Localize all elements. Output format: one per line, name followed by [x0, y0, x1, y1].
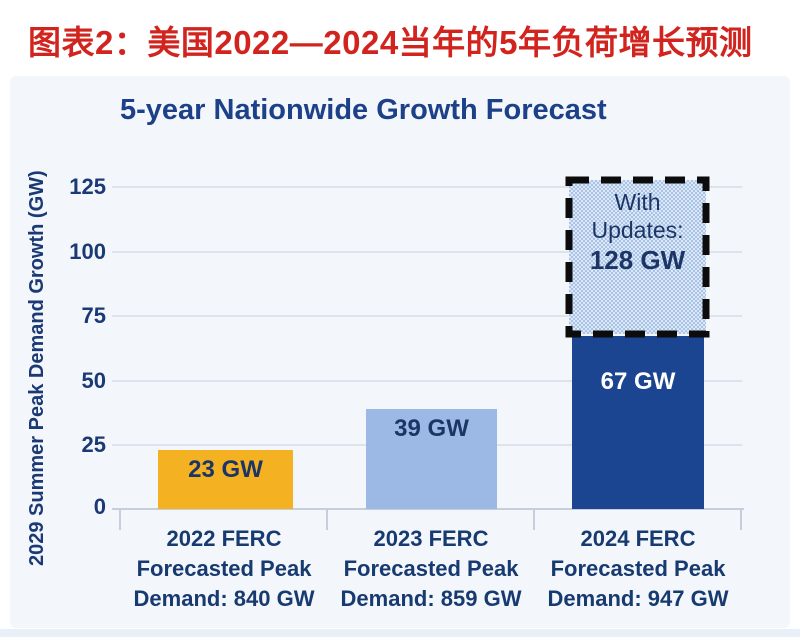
x-axis-tick: [533, 508, 535, 530]
category-label-2022: 2022 FERC Forecasted Peak Demand: 840 GW: [118, 524, 330, 614]
updates-line-2: Updates:: [591, 217, 684, 243]
category-2022-line2: Forecasted Peak: [136, 556, 312, 581]
chart-title: 5-year Nationwide Growth Forecast: [120, 94, 607, 126]
updates-dashed-box: [565, 176, 710, 338]
x-axis-tick: [119, 508, 121, 530]
category-2024-line1: 2024 FERC: [580, 526, 696, 551]
y-tick-label: 0: [93, 494, 106, 519]
bar-2022-value-label: 23 GW: [188, 456, 263, 483]
category-2022-line1: 2022 FERC: [166, 526, 282, 551]
bar-2023-forecast: 39 GW: [366, 409, 497, 509]
bar-2024-value-label: 67 GW: [600, 368, 676, 395]
y-tick-label: 125: [69, 174, 106, 199]
category-2023-line3: Demand: 859 GW: [340, 586, 522, 611]
category-2022-line3: Demand: 840 GW: [133, 586, 315, 611]
y-tick-label: 50: [81, 367, 106, 393]
category-2023-line1: 2023 FERC: [373, 526, 489, 551]
gridline-75: [112, 315, 742, 317]
updates-line-1: With: [614, 189, 661, 215]
category-2024-line3: Demand: 947 GW: [547, 586, 729, 611]
bar-2024-forecast: 67 GW: [572, 336, 704, 509]
category-2023-line2: Forecasted Peak: [343, 556, 519, 581]
bar-2023-value-label: 39 GW: [394, 415, 469, 442]
y-tick-label: 75: [81, 303, 106, 328]
bar-2022-forecast: 23 GW: [158, 450, 293, 509]
updates-box-border: [565, 176, 710, 338]
category-label-2023: 2023 FERC Forecasted Peak Demand: 859 GW: [325, 524, 537, 614]
updates-value: 128 GW: [589, 245, 686, 275]
bottom-strip: [0, 629, 800, 637]
gridline-50: [112, 379, 742, 382]
figure-caption: 图表2：美国2022—2024当年的5年负荷增长预测: [28, 24, 753, 61]
category-2024-line2: Forecasted Peak: [550, 556, 726, 581]
x-axis-tick: [740, 508, 742, 530]
y-tick-label: 100: [69, 238, 106, 264]
x-axis-line: [112, 508, 744, 510]
gridline-125: [112, 186, 742, 188]
x-axis-tick: [326, 508, 328, 530]
category-label-2024: 2024 FERC Forecasted Peak Demand: 947 GW: [532, 524, 744, 614]
y-tick-label: 25: [81, 432, 106, 457]
gridline-100: [112, 250, 742, 253]
updates-annotation: With Updates: 128 GW: [565, 188, 710, 276]
